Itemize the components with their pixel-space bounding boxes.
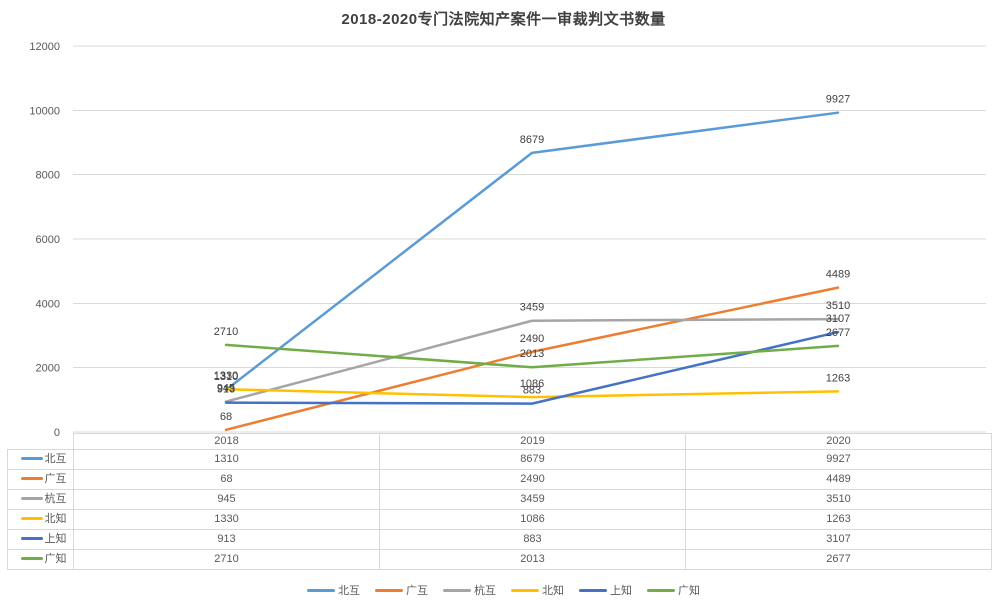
data-label: 1310 bbox=[214, 371, 238, 383]
table-cell: 4489 bbox=[685, 469, 992, 490]
legend-item: 杭互 bbox=[443, 582, 496, 598]
table-cell: 883 bbox=[379, 529, 686, 550]
y-axis-tick-label: 8000 bbox=[36, 170, 60, 182]
y-axis-tick-label: 12000 bbox=[29, 41, 60, 53]
series-line-swatch bbox=[20, 556, 43, 560]
table-header-year: 2019 bbox=[379, 433, 686, 450]
data-label: 1263 bbox=[826, 372, 850, 384]
table-cell: 3459 bbox=[379, 489, 686, 510]
table-row: 北知 1330 1086 1263 bbox=[7, 509, 992, 530]
series-line bbox=[224, 330, 840, 405]
legend-label: 北知 bbox=[542, 585, 564, 597]
series-line-swatch bbox=[20, 496, 43, 500]
table-cell: 2677 bbox=[685, 549, 992, 570]
table-cell: 1330 bbox=[73, 509, 380, 530]
series-line-swatch bbox=[20, 456, 43, 460]
data-label: 2490 bbox=[520, 333, 544, 345]
series-name-cell: 杭互 bbox=[7, 489, 74, 510]
table-header-year: 2018 bbox=[73, 433, 380, 450]
legend-item: 北互 bbox=[307, 582, 360, 598]
table-row: 杭互 945 3459 3510 bbox=[7, 489, 992, 510]
legend-line-swatch bbox=[443, 588, 471, 592]
data-label: 2013 bbox=[520, 348, 544, 360]
table-cell: 68 bbox=[73, 469, 380, 490]
table-row: 上知 913 883 3107 bbox=[7, 529, 992, 550]
series-name: 北知 bbox=[44, 513, 67, 525]
series-name-cell: 上知 bbox=[7, 529, 74, 550]
data-label: 1086 bbox=[520, 378, 544, 390]
series-name-cell: 广知 bbox=[7, 549, 74, 570]
legend-line-swatch bbox=[307, 588, 335, 592]
table-row: 北互 1310 8679 9927 bbox=[7, 449, 992, 470]
table-cell: 2013 bbox=[379, 549, 686, 570]
table-row: 广知 2710 2013 2677 bbox=[7, 549, 992, 570]
data-label: 9927 bbox=[826, 94, 850, 106]
series-name: 杭互 bbox=[44, 493, 67, 505]
legend-label: 上知 bbox=[610, 585, 632, 597]
table-cell: 3510 bbox=[685, 489, 992, 510]
data-label: 4489 bbox=[826, 269, 850, 281]
series-line bbox=[224, 286, 840, 432]
data-label: 2710 bbox=[214, 326, 238, 338]
data-label: 3459 bbox=[520, 302, 544, 314]
table-corner-cell bbox=[8, 434, 74, 450]
chart-title: 2018-2020专门法院知产案件一审裁判文书数量 bbox=[341, 11, 666, 28]
data-table: 2018 2019 2020 北互 1310 8679 9927 广互 68 2… bbox=[7, 433, 992, 570]
data-label: 883 bbox=[523, 385, 541, 397]
y-axis-tick-label: 6000 bbox=[36, 234, 60, 246]
table-cell: 1263 bbox=[685, 509, 992, 530]
table-cell: 9927 bbox=[685, 449, 992, 470]
legend-label: 广互 bbox=[406, 585, 428, 597]
table-cell: 913 bbox=[73, 529, 380, 550]
legend-line-swatch bbox=[511, 588, 539, 592]
table-row: 广互 68 2490 4489 bbox=[7, 469, 992, 490]
series-name: 广互 bbox=[44, 473, 67, 485]
y-axis-tick-label: 4000 bbox=[36, 298, 60, 310]
data-label: 945 bbox=[217, 383, 235, 395]
legend-line-swatch bbox=[579, 588, 607, 592]
series-name-cell: 广互 bbox=[7, 469, 74, 490]
table-header-row: 2018 2019 2020 bbox=[8, 433, 992, 450]
series-name-cell: 北互 bbox=[7, 449, 74, 470]
series-name: 广知 bbox=[44, 553, 67, 565]
series-line bbox=[224, 111, 840, 392]
data-label: 68 bbox=[220, 411, 232, 423]
legend-item: 广知 bbox=[647, 582, 700, 598]
series-name: 上知 bbox=[44, 533, 67, 545]
data-label: 1330 bbox=[214, 370, 238, 382]
series-line bbox=[224, 317, 840, 403]
data-label: 3107 bbox=[826, 313, 850, 325]
table-cell: 8679 bbox=[379, 449, 686, 470]
legend-item: 上知 bbox=[579, 582, 632, 598]
chart-legend: 北互 广互 杭互 北知 上知 广知 bbox=[0, 582, 1007, 598]
series-line-swatch bbox=[20, 476, 43, 480]
series-name-cell: 北知 bbox=[7, 509, 74, 530]
series-line-swatch bbox=[20, 536, 43, 540]
data-label: 913 bbox=[217, 384, 235, 396]
table-cell: 1310 bbox=[73, 449, 380, 470]
table-cell: 1086 bbox=[379, 509, 686, 530]
series-line bbox=[224, 343, 840, 369]
series-line-swatch bbox=[20, 516, 43, 520]
y-axis-tick-label: 2000 bbox=[36, 363, 60, 375]
table-cell: 3107 bbox=[685, 529, 992, 550]
table-cell: 2490 bbox=[379, 469, 686, 490]
legend-label: 杭互 bbox=[474, 585, 496, 597]
legend-item: 广互 bbox=[375, 582, 428, 598]
legend-label: 广知 bbox=[678, 585, 700, 597]
series-name: 北互 bbox=[44, 453, 67, 465]
legend-line-swatch bbox=[647, 588, 675, 592]
series-line bbox=[224, 387, 840, 399]
data-label: 8679 bbox=[520, 134, 544, 146]
y-axis-tick-label: 10000 bbox=[29, 105, 60, 117]
legend-item: 北知 bbox=[511, 582, 564, 598]
table-header-year: 2020 bbox=[685, 433, 992, 450]
legend-label: 北互 bbox=[338, 585, 360, 597]
table-cell: 2710 bbox=[73, 549, 380, 570]
table-cell: 945 bbox=[73, 489, 380, 510]
legend-line-swatch bbox=[375, 588, 403, 592]
data-label: 3510 bbox=[826, 300, 850, 312]
data-label: 2677 bbox=[826, 327, 850, 339]
